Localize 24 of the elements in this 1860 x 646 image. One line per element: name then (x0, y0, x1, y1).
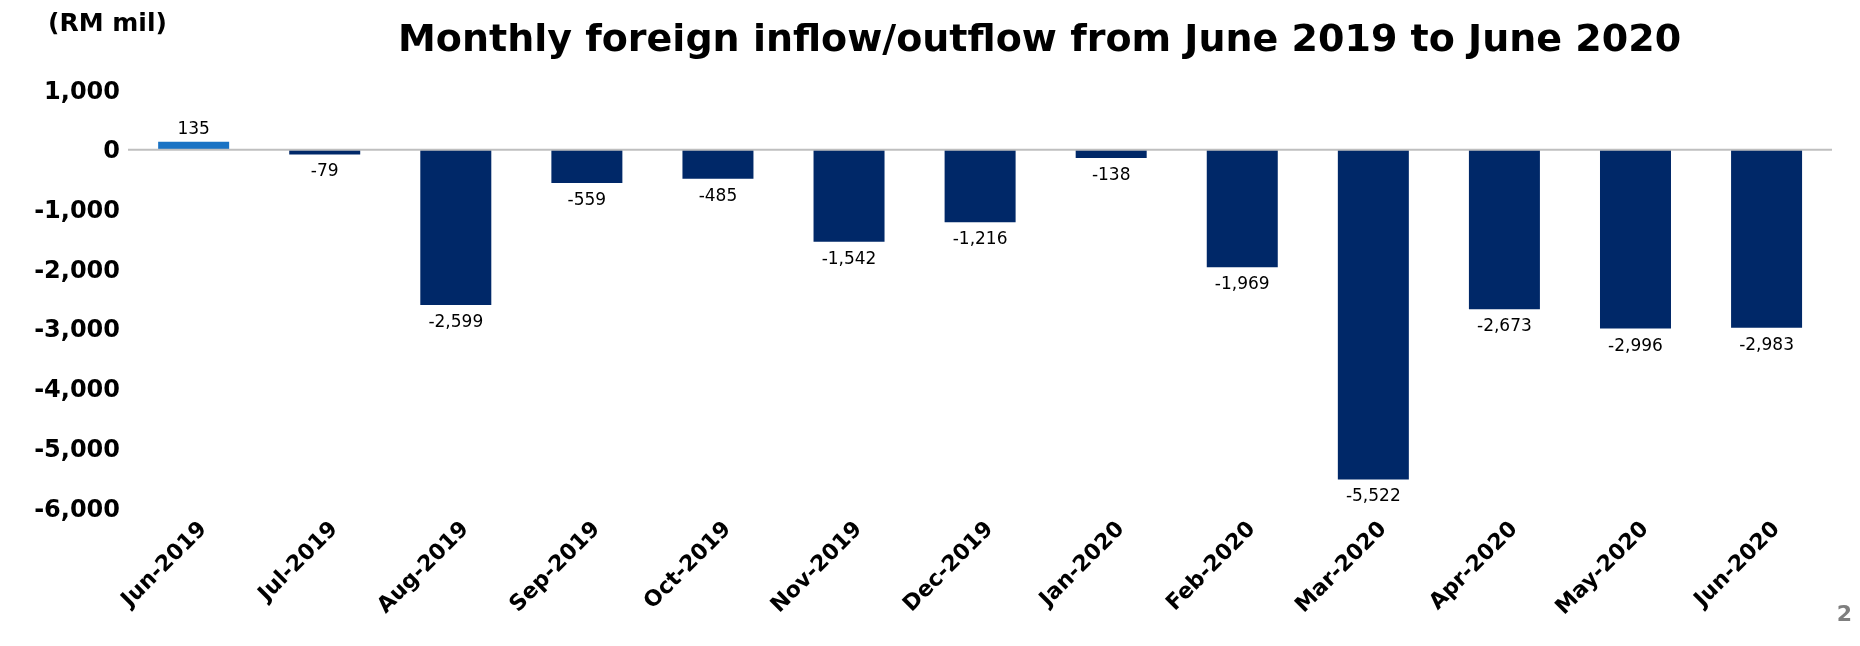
data-label: -1,216 (952, 228, 1008, 249)
data-label: -2,673 (1477, 315, 1532, 336)
data-label: -5,522 (1345, 485, 1401, 506)
data-label: -2,996 (1608, 334, 1663, 355)
y-tick-label: -3,000 (34, 315, 120, 344)
data-label: -1,969 (1214, 273, 1270, 294)
data-label: -1,542 (821, 247, 877, 268)
data-label: -79 (310, 160, 339, 181)
y-tick-label: 0 (103, 136, 120, 165)
y-tick-label: -5,000 (34, 434, 120, 463)
data-label: -2,983 (1739, 333, 1794, 354)
data-label: -485 (698, 184, 738, 205)
data-label: -559 (567, 189, 607, 210)
text: 2 (1836, 601, 1852, 626)
data-label: 135 (177, 117, 210, 138)
y-tick-label: -1,000 (34, 195, 120, 224)
y-axis-title: (RM mil) (48, 8, 167, 37)
data-label: -138 (1091, 163, 1131, 184)
chart-title: Monthly foreign inflow/outflow from June 2019 to June 2020 (398, 16, 1682, 60)
data-label: -2,599 (428, 310, 484, 331)
y-tick-label: -2,000 (34, 255, 120, 284)
y-tick-label: -4,000 (34, 375, 120, 404)
y-tick-label: -6,000 (34, 494, 120, 523)
y-tick-label: 1,000 (44, 76, 120, 105)
